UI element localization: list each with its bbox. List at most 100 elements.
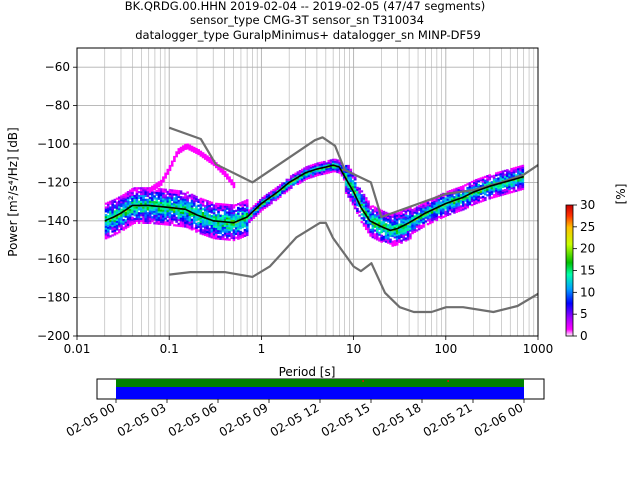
density-cell <box>353 178 357 181</box>
mode-cell <box>157 181 161 184</box>
density-cell <box>201 217 205 220</box>
density-cell <box>519 165 522 168</box>
density-cell <box>148 206 152 209</box>
density-cell <box>197 229 200 232</box>
density-cell <box>122 220 126 224</box>
density-cell <box>466 183 469 186</box>
density-cell <box>391 232 395 236</box>
density-cell <box>459 207 463 210</box>
density-cell <box>404 220 408 223</box>
density-cell <box>481 182 485 185</box>
density-cell <box>151 212 154 215</box>
density-cell <box>206 234 209 237</box>
density-cell <box>457 196 461 199</box>
density-cell <box>164 194 167 197</box>
density-cell <box>457 194 461 197</box>
density-cell <box>446 208 450 211</box>
density-cell <box>215 233 218 236</box>
density-cell <box>303 169 306 172</box>
density-cell <box>179 205 183 208</box>
density-cell <box>203 224 207 227</box>
density-cell <box>422 221 425 224</box>
density-cell <box>159 222 163 226</box>
density-cell <box>424 204 428 208</box>
density-cell <box>210 234 214 237</box>
density-cell <box>190 228 194 231</box>
mode-cell <box>221 168 225 171</box>
density-cell <box>133 212 137 215</box>
density-cell <box>353 205 357 208</box>
density-cell <box>519 186 522 189</box>
density-cell <box>170 220 174 223</box>
density-cell <box>177 224 181 227</box>
density-cell <box>115 224 119 227</box>
density-cell <box>415 206 419 209</box>
density-cell <box>422 206 425 209</box>
density-cell <box>409 221 412 225</box>
density-cell <box>497 171 500 174</box>
mode-cell <box>186 147 189 150</box>
density-cell <box>404 227 408 231</box>
density-cell <box>382 237 386 240</box>
density-cell <box>219 205 223 208</box>
density-cell <box>199 230 203 233</box>
y-tick-label: −60 <box>45 60 70 74</box>
density-cell <box>159 220 163 224</box>
density-cell <box>431 207 434 210</box>
density-cell <box>212 235 216 238</box>
density-cell <box>479 185 483 188</box>
density-cell <box>237 210 240 213</box>
density-cell <box>287 186 291 189</box>
density-cell <box>140 196 143 200</box>
density-cell <box>433 214 436 217</box>
density-cell <box>232 233 236 236</box>
density-cell <box>206 230 209 234</box>
density-cell <box>126 208 130 211</box>
density-cell <box>241 220 245 223</box>
density-cell <box>199 197 203 200</box>
density-cell <box>481 190 485 193</box>
density-cell <box>296 182 300 186</box>
density-cell <box>384 211 388 214</box>
density-cell <box>117 207 121 211</box>
density-cell <box>413 217 417 220</box>
density-cell <box>179 198 183 201</box>
mode-cell <box>166 170 170 173</box>
density-cell <box>265 193 269 196</box>
density-cell <box>413 228 417 232</box>
density-cell <box>373 216 377 219</box>
density-cell <box>371 230 375 233</box>
mode-cell <box>228 178 231 181</box>
density-cell <box>272 189 275 192</box>
density-cell <box>391 227 395 230</box>
density-cell <box>168 214 172 217</box>
mode-cell <box>148 189 152 192</box>
density-cell <box>428 206 432 209</box>
density-cell <box>212 217 216 221</box>
density-cell <box>245 222 249 225</box>
density-cell <box>364 212 368 215</box>
density-cell <box>168 215 172 219</box>
density-cell <box>356 192 359 195</box>
density-cell <box>239 236 242 239</box>
density-cell <box>409 214 412 217</box>
density-cell <box>514 174 518 177</box>
density-cell <box>203 214 207 217</box>
density-cell <box>106 230 110 233</box>
density-cell <box>336 170 339 174</box>
density-cell <box>270 196 273 199</box>
density-cell <box>184 219 187 222</box>
mode-cell <box>192 150 196 153</box>
density-cell <box>409 227 412 230</box>
density-cell <box>406 207 410 210</box>
density-cell <box>104 235 108 238</box>
density-cell <box>393 236 397 239</box>
density-cell <box>146 200 150 203</box>
density-cell <box>162 207 165 210</box>
density-cell <box>124 203 128 207</box>
density-cell <box>450 208 454 211</box>
density-cell <box>398 231 401 234</box>
density-cell <box>129 208 132 211</box>
density-cell <box>135 198 139 201</box>
density-cell <box>402 215 406 218</box>
